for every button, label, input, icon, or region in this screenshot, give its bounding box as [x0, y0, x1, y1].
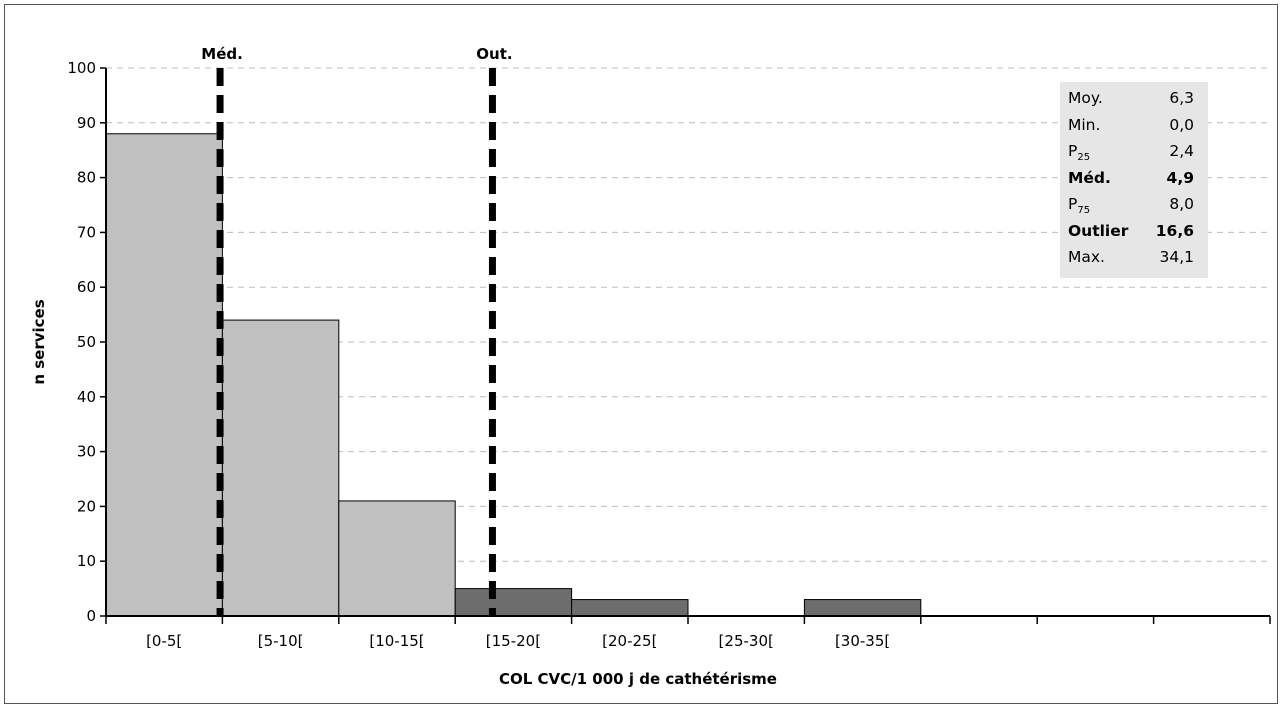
bars: [105, 133, 922, 617]
stat-label: P75: [1068, 195, 1091, 217]
y-tick-label: 0: [86, 607, 96, 625]
y-tick-label: 80: [77, 169, 96, 187]
x-tick-label: [0-5[: [146, 632, 182, 650]
stat-label: Min.: [1068, 115, 1101, 134]
y-tick-label: 10: [77, 552, 96, 570]
bar: [454, 588, 573, 617]
x-tick-label: [25-30[: [719, 632, 774, 650]
y-axis-title: n services: [30, 299, 48, 384]
bar: [803, 599, 922, 617]
marker-label: Out.: [476, 45, 512, 63]
y-tick-label: 30: [77, 443, 96, 461]
stat-value: 16,6: [1155, 221, 1194, 240]
stat-value: 4,9: [1166, 168, 1194, 187]
stat-value: 6,3: [1169, 89, 1194, 107]
x-tick-label: [10-15[: [369, 632, 424, 650]
stat-label: Méd.: [1068, 168, 1111, 187]
statistics-box: Moy. 6,3 Min. 0,0 P25 2,4 Méd. 4,9 P75 8,0 Outlier…: [1060, 82, 1208, 278]
bar: [105, 133, 223, 617]
marker-label: Méd.: [201, 45, 243, 63]
bar: [571, 599, 689, 617]
stat-row: P75 8,0: [1068, 194, 1204, 216]
stat-row: Max. 34,1: [1068, 247, 1204, 267]
stat-label-subscript: 75: [1077, 205, 1091, 217]
y-tick-label: 40: [77, 388, 96, 406]
y-tick-label: 100: [67, 59, 96, 77]
bar: [338, 500, 456, 617]
y-tick-label: 20: [77, 497, 96, 515]
stat-label: Outlier: [1068, 221, 1129, 240]
y-tick-label: 50: [77, 333, 96, 351]
y-tick-label: 90: [77, 114, 96, 132]
stat-label-subscript: 25: [1077, 152, 1091, 164]
y-tick-label: 60: [77, 278, 96, 296]
stat-row: P25 2,4: [1068, 141, 1204, 163]
marker-lines: Méd. Out.: [201, 45, 513, 616]
x-tick-label: [5-10[: [258, 632, 304, 650]
x-axis-title: COL CVC/1 000 j de cathétérisme: [499, 670, 777, 688]
stat-row: Moy. 6,3: [1068, 88, 1204, 108]
stat-label: P25: [1068, 142, 1091, 164]
stat-row: Méd. 4,9: [1068, 168, 1204, 188]
stat-value: 2,4: [1169, 142, 1194, 160]
bar: [221, 319, 340, 617]
stat-value: 0,0: [1169, 115, 1194, 134]
x-tick-label: [15-20[: [486, 632, 541, 650]
stat-row: Outlier 16,6: [1068, 221, 1204, 241]
x-tick-label: [20-25[: [602, 632, 657, 650]
stat-value: 34,1: [1159, 248, 1194, 266]
y-tick-label: 70: [77, 223, 96, 241]
stat-label: Moy.: [1068, 89, 1103, 107]
x-tick-label: [30-35[: [835, 632, 890, 650]
axes: 0 10 20 30 40 50 60 70 80 90 100 [0-5[ [5-10[ [10-15[…: [67, 59, 1271, 650]
stat-label: Max.: [1068, 248, 1105, 266]
stat-value: 8,0: [1169, 195, 1194, 213]
stat-row: Min. 0,0: [1068, 115, 1204, 135]
